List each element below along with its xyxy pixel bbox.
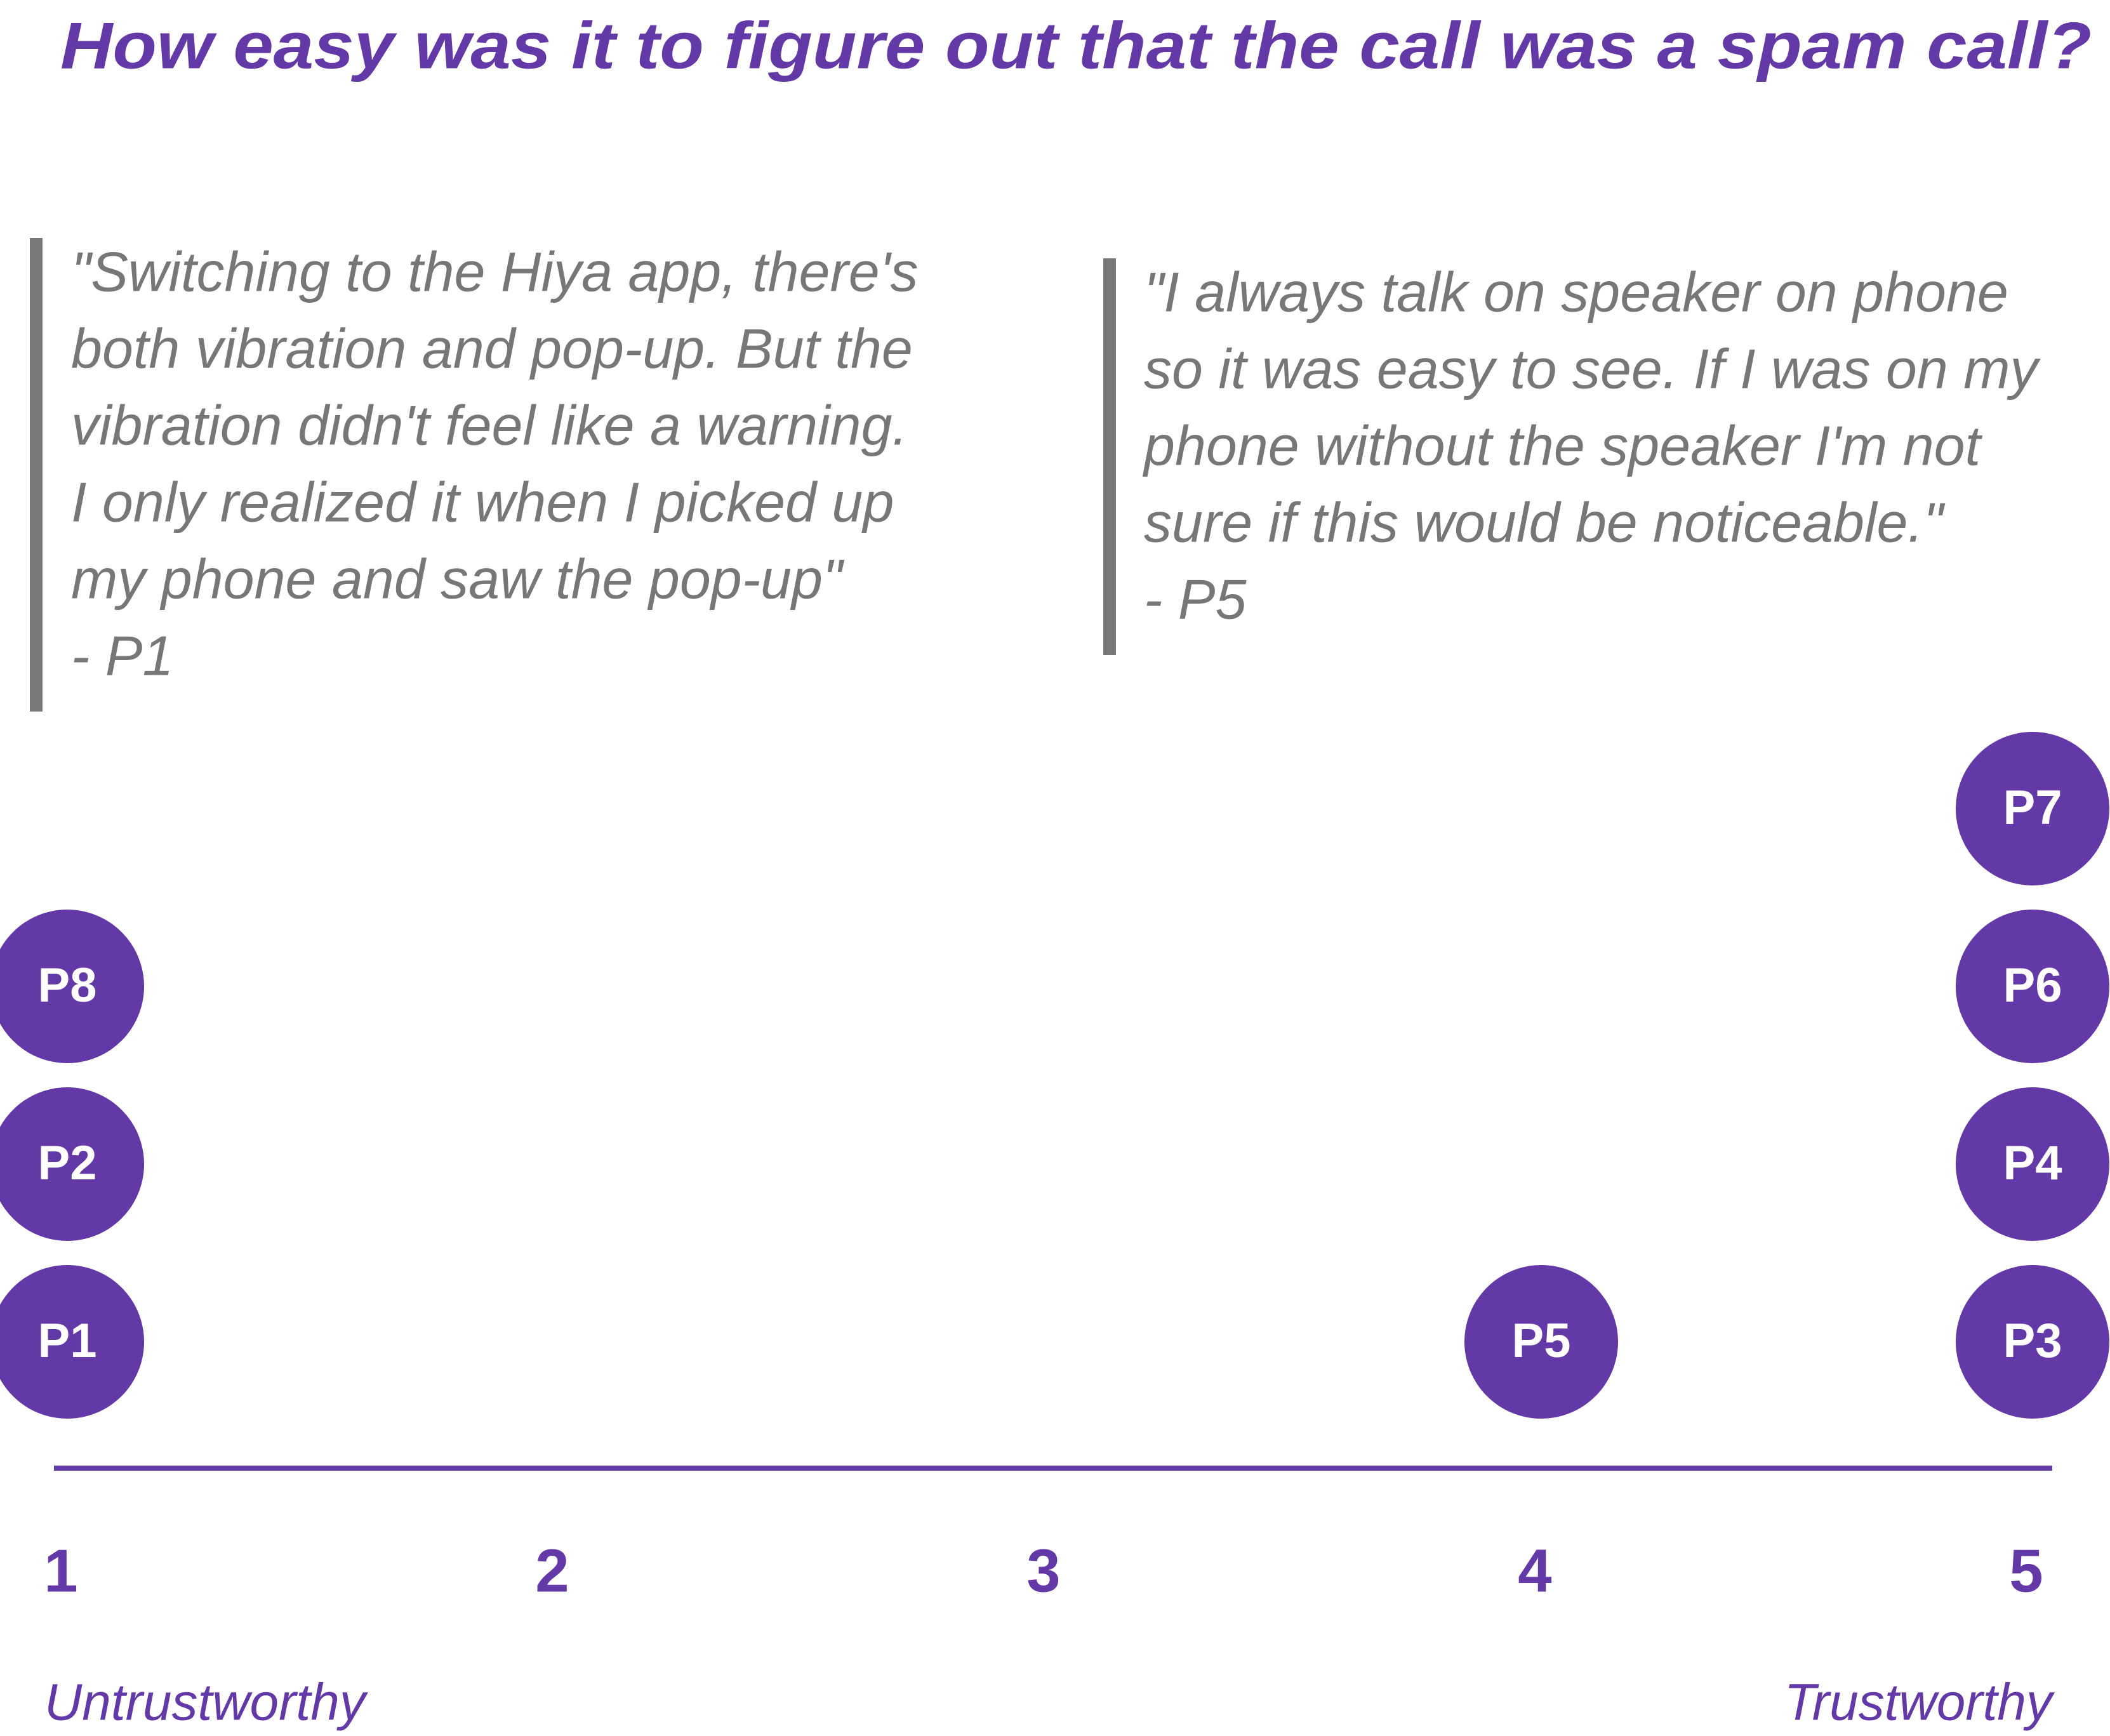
participant-label: P1 (38, 1314, 97, 1368)
quote-line: so it was easy to see. If I was on my (1144, 337, 2041, 400)
chart-title: How easy was it to figure out that the c… (60, 9, 2092, 83)
participant-dot (1956, 910, 2109, 1063)
quote-line: - P5 (1144, 567, 1247, 630)
x-tick-label: 2 (535, 1537, 569, 1605)
quote-line: "Switching to the Hiya app, there's (71, 240, 919, 303)
x-tick-label: 3 (1026, 1537, 1060, 1605)
quote-bar (1103, 258, 1116, 655)
quote-line: my phone and saw the pop-up" (71, 547, 845, 610)
participant-label: P5 (1512, 1314, 1571, 1368)
participant-label: P2 (38, 1136, 97, 1190)
participant-label: P6 (2003, 958, 2062, 1012)
participant-dot (1956, 732, 2109, 885)
participant-dot (0, 1087, 144, 1241)
participant-label: P3 (2003, 1314, 2062, 1368)
x-tick-label: 1 (44, 1537, 77, 1605)
quote-line: sure if this would be noticeable." (1144, 491, 1946, 553)
quote-line: I only realized it when I picked up (71, 470, 894, 533)
participant-dot (1464, 1265, 1618, 1419)
quote-line: - P1 (71, 624, 173, 687)
x-tick-label: 5 (2009, 1537, 2043, 1605)
participant-dot (0, 910, 144, 1063)
axis-end-label: Trustworthy (1784, 1674, 2055, 1732)
quote-line: phone without the speaker I'm not (1142, 414, 1983, 477)
participant-label: P7 (2003, 781, 2062, 835)
participant-dot (1956, 1087, 2109, 1241)
participant-label: P4 (2003, 1136, 2062, 1190)
participant-label: P8 (38, 958, 97, 1012)
participant-dot (0, 1265, 144, 1419)
quote-line: "I always talk on speaker on phone (1144, 260, 2008, 323)
quote-line: vibration didn't feel like a warning. (71, 394, 908, 456)
quote-line: both vibration and pop-up. But the (71, 317, 913, 380)
x-tick-label: 4 (1518, 1537, 1551, 1605)
participant-dot (1956, 1265, 2109, 1419)
axis-end-label: Untrustworthy (44, 1674, 369, 1732)
quote-bar (30, 238, 43, 712)
